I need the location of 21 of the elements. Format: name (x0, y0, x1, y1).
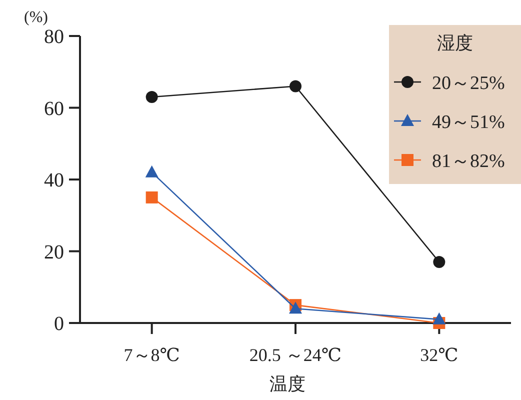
point (290, 80, 302, 92)
x-axis-title: 温度 (270, 374, 306, 394)
x-tick-label: 20.5 ～24℃ (249, 345, 342, 365)
y-tick-label: 0 (54, 313, 64, 335)
legend-label: 81～82% (432, 151, 505, 172)
x-tick-label: 32℃ (420, 345, 458, 365)
point (432, 312, 446, 324)
y-tick-label: 20 (44, 241, 64, 264)
legend-label: 20～25% (432, 73, 505, 94)
point (146, 191, 158, 204)
point (289, 302, 302, 314)
point (146, 90, 158, 103)
y-tick-label: 40 (44, 170, 64, 192)
point (433, 256, 446, 268)
y-axis-title: (%) (24, 9, 48, 26)
legend-title: 湿度 (437, 33, 473, 53)
y-tick-label: 60 (44, 98, 64, 120)
point (145, 165, 158, 178)
x-tick-label: 7～8℃ (124, 345, 180, 365)
legend-label: 49～51% (432, 112, 505, 133)
y-tick-label: 80 (44, 26, 64, 48)
